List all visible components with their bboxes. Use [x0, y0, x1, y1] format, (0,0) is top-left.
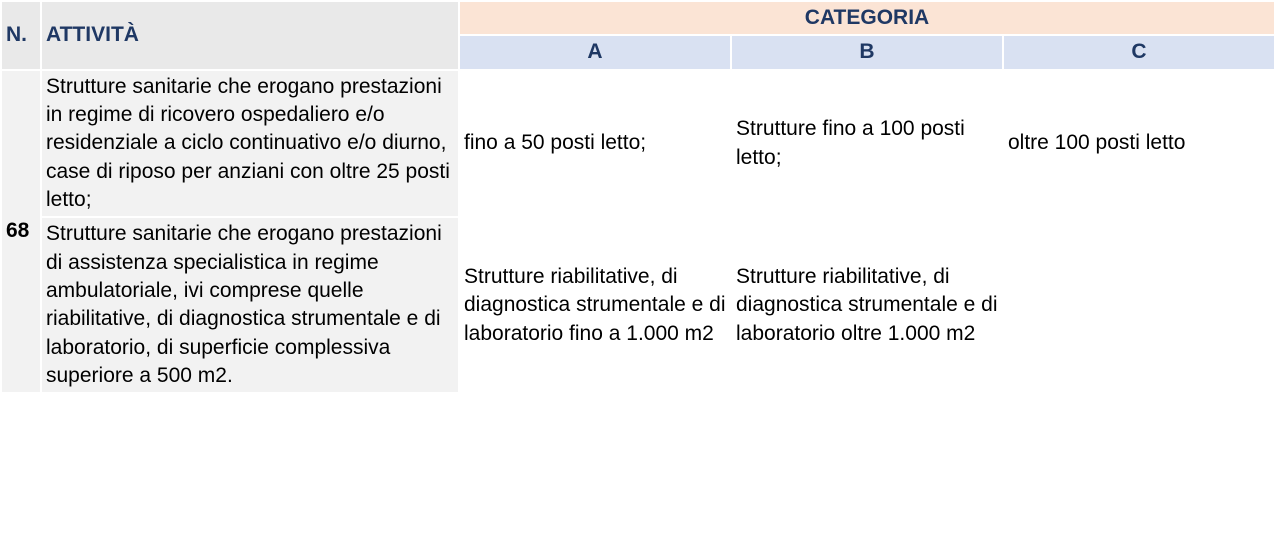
header-attivita: ATTIVITÀ	[41, 1, 459, 70]
cell-cat-c	[1003, 217, 1275, 393]
header-sub-b: B	[731, 35, 1003, 69]
table-header: N. ATTIVITÀ CATEGORIA A B C	[1, 1, 1275, 70]
categoria-table: N. ATTIVITÀ CATEGORIA A B C 68 Strutture…	[0, 0, 1276, 394]
cell-cat-c: oltre 100 posti letto	[1003, 70, 1275, 218]
table-body: 68 Strutture sanitarie che erogano prest…	[1, 70, 1275, 394]
cell-number: 68	[1, 70, 41, 394]
header-row-1: N. ATTIVITÀ CATEGORIA	[1, 1, 1275, 35]
cell-cat-a: Strutture riabilitative, di diagnostica …	[459, 217, 731, 393]
header-sub-c: C	[1003, 35, 1275, 69]
cell-cat-b: Strutture fino a 100 posti letto;	[731, 70, 1003, 218]
header-n: N.	[1, 1, 41, 70]
header-sub-a: A	[459, 35, 731, 69]
table-row: 68 Strutture sanitarie che erogano prest…	[1, 70, 1275, 218]
header-categoria: CATEGORIA	[459, 1, 1275, 35]
cell-cat-b: Strutture riabilitative, di diagnostica …	[731, 217, 1003, 393]
table-row: Strutture sanitarie che erogano prestazi…	[1, 217, 1275, 393]
cell-attivita: Strutture sanitarie che erogano prestazi…	[41, 217, 459, 393]
cell-cat-a: fino a 50 posti letto;	[459, 70, 731, 218]
cell-attivita: Strutture sanitarie che erogano prestazi…	[41, 70, 459, 218]
